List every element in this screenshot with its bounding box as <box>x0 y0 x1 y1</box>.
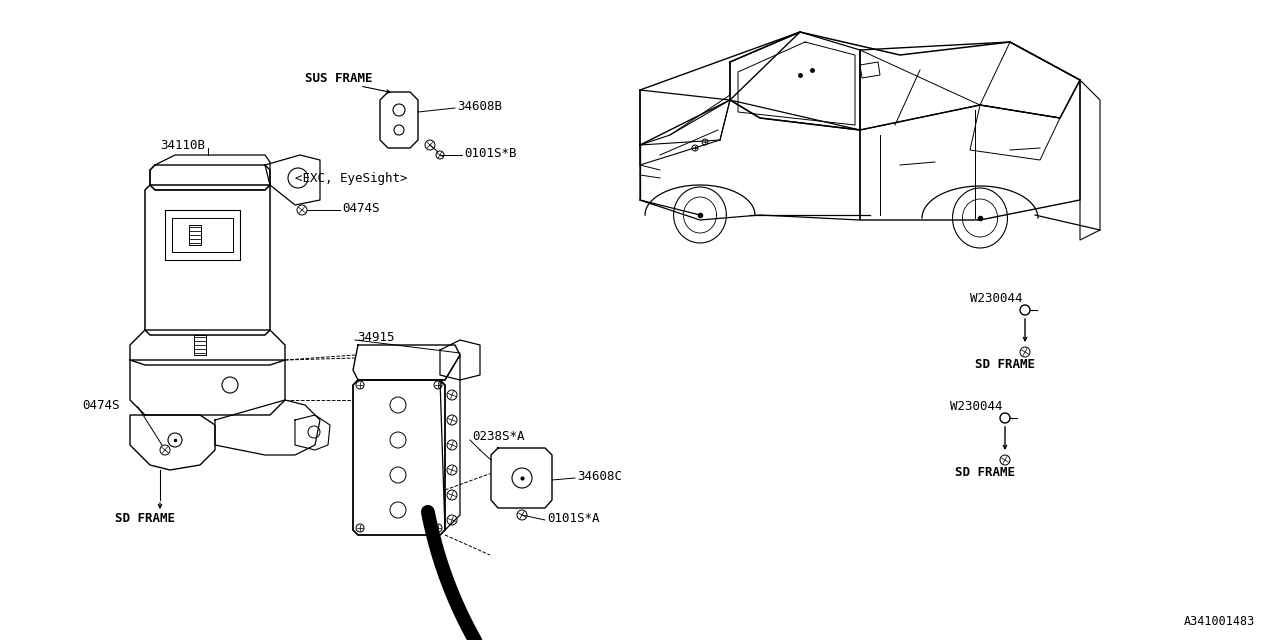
Polygon shape <box>440 355 460 530</box>
Polygon shape <box>380 92 419 148</box>
Polygon shape <box>150 165 270 190</box>
Polygon shape <box>353 380 445 535</box>
Polygon shape <box>294 415 330 450</box>
Polygon shape <box>145 185 270 335</box>
Polygon shape <box>440 340 480 380</box>
Text: <EXC, EyeSight>: <EXC, EyeSight> <box>294 172 407 185</box>
Text: 0101S*B: 0101S*B <box>465 147 517 159</box>
Bar <box>189 225 201 245</box>
Polygon shape <box>131 360 285 415</box>
Polygon shape <box>131 415 215 470</box>
Text: 34110B: 34110B <box>160 138 205 152</box>
Text: A341001483: A341001483 <box>1184 615 1254 628</box>
Text: 0474S: 0474S <box>82 399 119 412</box>
Text: SD FRAME: SD FRAME <box>975 358 1036 371</box>
Text: SUS FRAME: SUS FRAME <box>305 72 372 85</box>
Text: 0101S*A: 0101S*A <box>547 511 599 525</box>
Text: SD FRAME: SD FRAME <box>955 466 1015 479</box>
Polygon shape <box>353 345 460 380</box>
Polygon shape <box>492 448 552 508</box>
Polygon shape <box>215 400 320 455</box>
Polygon shape <box>265 155 320 205</box>
Text: 0238S*A: 0238S*A <box>472 429 525 442</box>
Bar <box>195 335 206 355</box>
Polygon shape <box>131 330 285 365</box>
Text: W230044: W230044 <box>970 292 1023 305</box>
Text: 0474S: 0474S <box>342 202 379 214</box>
Polygon shape <box>150 155 270 190</box>
Text: SD FRAME: SD FRAME <box>115 512 175 525</box>
Text: 34915: 34915 <box>357 330 394 344</box>
Text: 34608B: 34608B <box>457 99 502 113</box>
Text: W230044: W230044 <box>950 400 1002 413</box>
Text: 34608C: 34608C <box>577 470 622 483</box>
